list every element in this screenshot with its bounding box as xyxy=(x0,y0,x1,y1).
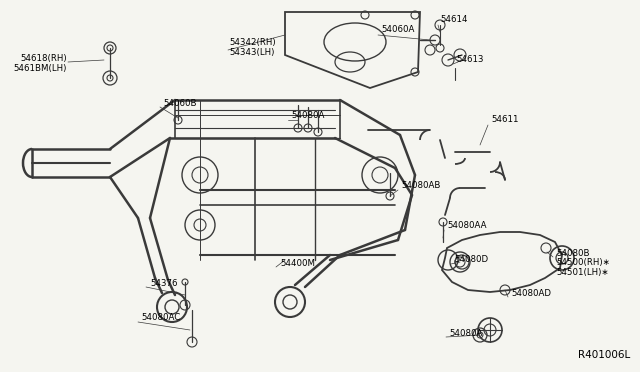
Text: 54400M: 54400M xyxy=(280,259,315,267)
Text: 54501(LH)∗: 54501(LH)∗ xyxy=(556,269,609,278)
Text: 54080AD: 54080AD xyxy=(511,289,551,298)
Text: 54080AA: 54080AA xyxy=(447,221,486,231)
Text: 54614: 54614 xyxy=(440,16,467,25)
Text: 54376: 54376 xyxy=(150,279,177,288)
Text: 54080AC: 54080AC xyxy=(141,314,180,323)
Text: 54342(RH): 54342(RH) xyxy=(229,38,276,48)
Text: 54060B: 54060B xyxy=(163,99,196,108)
Text: R401006L: R401006L xyxy=(578,350,630,360)
Text: 54080A: 54080A xyxy=(449,328,483,337)
Text: 54500(RH)∗: 54500(RH)∗ xyxy=(556,259,610,267)
Text: 5461BM(LH): 5461BM(LH) xyxy=(13,64,67,73)
Text: 54613: 54613 xyxy=(456,55,483,64)
Text: 54618(RH): 54618(RH) xyxy=(20,54,67,62)
Polygon shape xyxy=(285,12,420,88)
Text: 54343(LH): 54343(LH) xyxy=(229,48,275,58)
Text: 54080AB: 54080AB xyxy=(401,182,440,190)
Text: 54080A: 54080A xyxy=(291,110,324,119)
Text: 54080D: 54080D xyxy=(454,256,488,264)
Text: 54611: 54611 xyxy=(491,115,518,125)
Text: 54080B: 54080B xyxy=(556,248,589,257)
Polygon shape xyxy=(442,232,562,292)
Text: 54060A: 54060A xyxy=(381,26,414,35)
